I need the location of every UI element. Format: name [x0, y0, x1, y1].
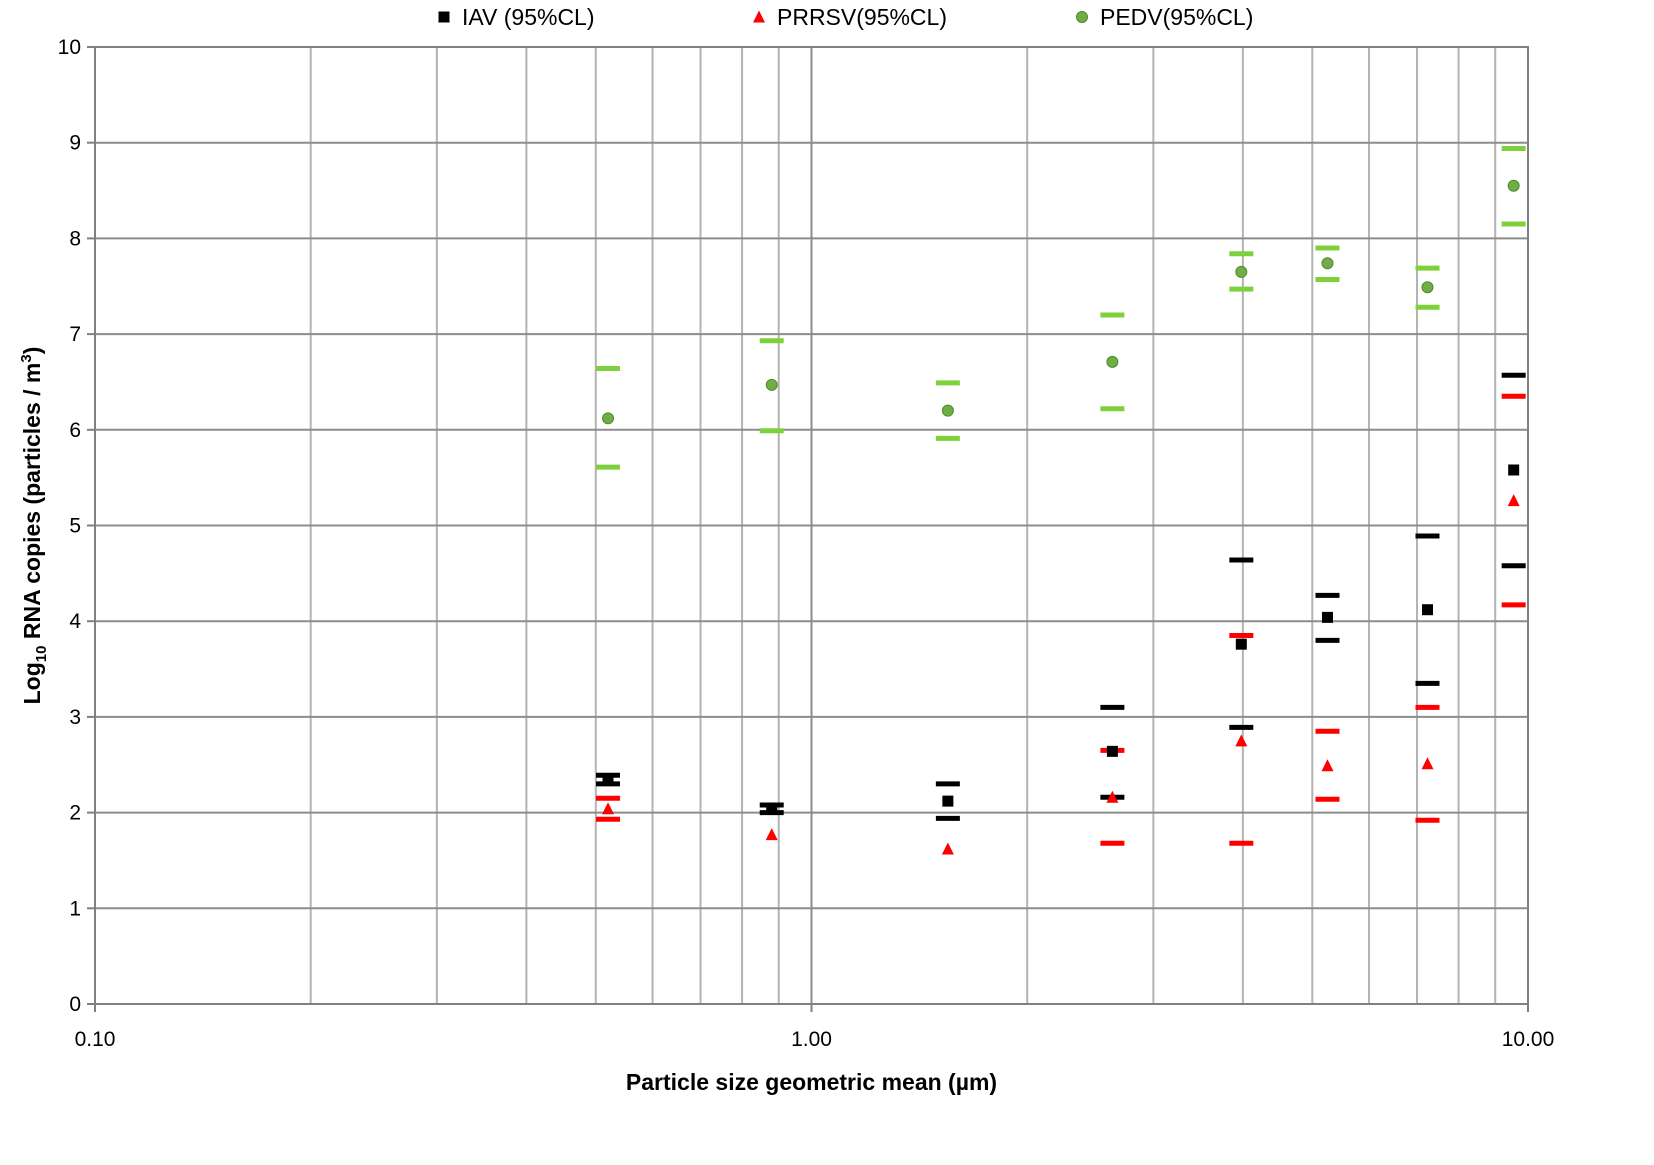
y-axis-title-main: RNA copies (particles / m	[19, 363, 45, 646]
x-axis-ticks: 0.10 1.00 10.00	[75, 1004, 1555, 1051]
pedv-point	[1507, 179, 1520, 192]
y-tick-label: 9	[69, 132, 81, 155]
legend: IAV (95%CL) PRRSV(95%CL) PEDV(95%CL)	[438, 4, 1253, 30]
pedv-point	[1321, 257, 1334, 270]
legend-item-pedv: PEDV(95%CL)	[1076, 4, 1253, 30]
legend-marker-pedv	[1076, 11, 1088, 23]
prrsv-point	[1106, 790, 1119, 803]
y-axis-title-superscript: 3	[18, 354, 35, 362]
pedv-point	[1106, 355, 1119, 368]
y-axis-ticks: 0 1 2 3 4 5 6 7 8 9 10	[58, 36, 95, 1016]
x-axis-title: Particle size geometric mean (µm)	[626, 1069, 997, 1095]
prrsv-point	[765, 828, 778, 841]
pedv-point	[602, 412, 615, 425]
y-tick-label: 6	[69, 419, 81, 442]
legend-marker-prrsv	[753, 10, 765, 23]
data-points	[602, 179, 1520, 855]
legend-label-pedv: PEDV(95%CL)	[1100, 4, 1253, 30]
y-axis-title-prefix: Log	[19, 662, 45, 704]
x-tick-label: 1.00	[791, 1028, 832, 1051]
iav-point	[766, 803, 778, 815]
prrsv-point	[1235, 734, 1248, 747]
x-tick-label: 10.00	[1502, 1028, 1555, 1051]
prrsv-point	[602, 802, 615, 815]
legend-marker-iav	[438, 11, 450, 23]
iav-point	[1106, 745, 1118, 757]
prrsv-point	[941, 842, 954, 855]
legend-label-prrsv: PRRSV(95%CL)	[777, 4, 947, 30]
prrsv-point	[1321, 759, 1334, 772]
confidence-limits	[596, 145, 1526, 846]
iav-point	[1508, 464, 1520, 476]
pedv-point	[941, 404, 954, 417]
iav-point	[1235, 638, 1247, 650]
iav-point	[1321, 611, 1333, 623]
pedv-point	[1235, 265, 1248, 278]
iav-point	[602, 774, 614, 786]
pedv-point	[1421, 281, 1434, 294]
y-tick-label: 7	[69, 323, 81, 346]
y-axis-title: Log10 RNA copies (particles / m3)	[18, 347, 50, 705]
y-tick-label: 0	[69, 993, 81, 1016]
y-axis-title-subscript: 10	[33, 646, 50, 663]
y-tick-label: 4	[69, 610, 81, 633]
legend-label-iav: IAV (95%CL)	[462, 4, 595, 30]
y-tick-label: 8	[69, 227, 81, 250]
y-tick-label: 1	[69, 897, 81, 920]
y-tick-label: 2	[69, 802, 81, 825]
iav-point	[942, 795, 954, 807]
x-tick-label: 0.10	[75, 1028, 116, 1051]
y-tick-label: 3	[69, 706, 81, 729]
y-tick-label: 10	[58, 36, 81, 59]
grid	[95, 47, 1528, 1004]
iav-point	[1422, 604, 1434, 616]
y-axis-title-close: )	[19, 347, 45, 355]
y-tick-label: 5	[69, 515, 81, 538]
prrsv-point	[1421, 757, 1434, 770]
legend-item-prrsv: PRRSV(95%CL)	[753, 4, 947, 30]
pedv-point	[765, 378, 778, 391]
prrsv-point	[1507, 494, 1520, 507]
legend-item-iav: IAV (95%CL)	[438, 4, 595, 30]
